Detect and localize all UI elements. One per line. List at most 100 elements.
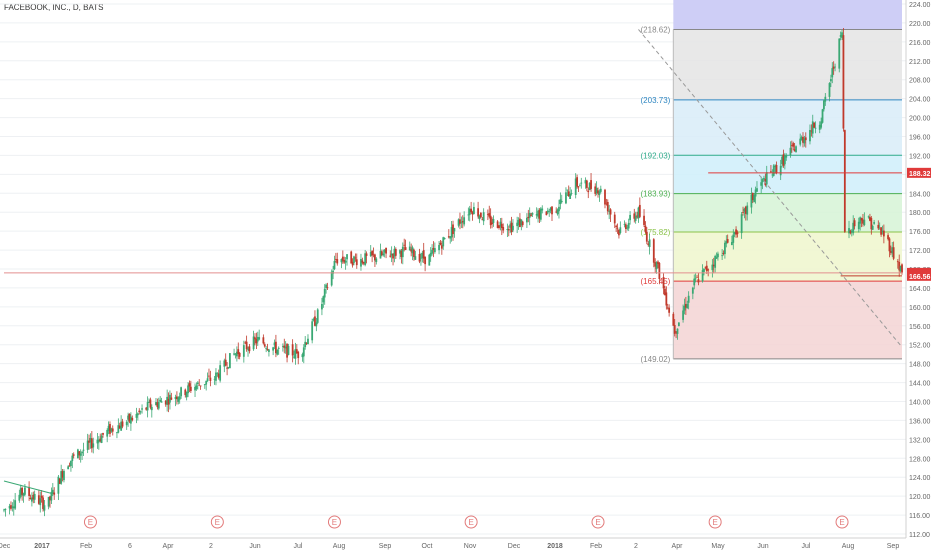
candle-body [756, 188, 758, 192]
candle-body [360, 259, 362, 267]
x-tick-label: Aug [842, 543, 855, 550]
candle-body [800, 137, 803, 141]
fib-zone [673, 99, 902, 156]
candle-body [599, 188, 602, 192]
candle-body [473, 206, 475, 214]
candle-body [315, 322, 318, 327]
candle-body [146, 402, 149, 411]
candle-body [634, 215, 637, 221]
candle-body [665, 292, 668, 306]
candle-body [460, 222, 463, 224]
candle-body [304, 341, 307, 348]
candle-body [482, 212, 485, 222]
candle-body [14, 500, 17, 509]
candle-body [843, 130, 846, 232]
candle-body [389, 255, 392, 257]
earnings-marker [708, 515, 722, 529]
candle-body [196, 382, 199, 384]
candle-body [772, 165, 775, 176]
candle-body [548, 211, 551, 213]
candle-body [824, 96, 827, 102]
candle-body [61, 471, 64, 478]
candle-body [413, 249, 415, 258]
candle-body [431, 249, 433, 254]
x-tick-label: Dec [508, 543, 521, 550]
candle-body [428, 254, 431, 266]
candle-body [500, 223, 503, 228]
candle-body [138, 410, 141, 412]
candle-body [813, 122, 816, 128]
candle-body [498, 225, 500, 229]
candle-body [160, 401, 163, 403]
candle-body [888, 238, 891, 252]
candle-body [742, 212, 744, 213]
candle-body [704, 266, 707, 268]
candle-body [859, 217, 862, 224]
candle-body [170, 397, 173, 400]
candle-body [120, 421, 123, 431]
candle-body [149, 399, 152, 408]
candle-body [520, 219, 523, 226]
candle-body [164, 400, 167, 405]
candle-body [615, 225, 618, 227]
x-tick-label: 2018 [547, 543, 563, 550]
candle-body [228, 353, 231, 369]
candle-body [418, 253, 421, 262]
candle-body [178, 396, 181, 400]
candle-body [733, 232, 736, 235]
candle-body [79, 453, 82, 456]
candle-body [899, 265, 902, 272]
earnings-marker-label: E [215, 518, 220, 527]
candle-body [148, 401, 150, 403]
candle-body [18, 494, 21, 501]
candle-body [375, 258, 378, 263]
y-tick-label: 208.00 [909, 78, 931, 85]
candle-body [697, 279, 700, 283]
candle-body [424, 256, 427, 265]
candle-body [714, 255, 717, 268]
candle-body [754, 189, 757, 197]
candle-body [410, 249, 413, 252]
candle-body [736, 232, 739, 235]
candle-body [687, 295, 690, 303]
candle-body [326, 287, 329, 289]
candle-body [740, 214, 743, 234]
candle-body [880, 227, 882, 235]
candle-body [782, 154, 785, 166]
candle-body [49, 496, 51, 501]
y-tick-label: 180.00 [909, 210, 931, 217]
candle-body [312, 319, 315, 321]
candle-body [507, 229, 510, 231]
fib-level-label: (218.62) [641, 25, 671, 34]
candle-body [668, 307, 671, 313]
candle-body [486, 213, 489, 215]
candle-body [110, 428, 113, 432]
candle-body [489, 215, 492, 226]
candle-body [775, 165, 778, 173]
candle-body [333, 260, 336, 270]
candle-body [111, 428, 114, 432]
candle-body [340, 259, 343, 263]
candle-body [467, 214, 470, 216]
candle-body [336, 259, 339, 264]
candle-body [29, 498, 32, 499]
candle-body [871, 225, 874, 230]
candle-body [37, 495, 40, 504]
candle-body [21, 487, 24, 495]
candle-body [616, 227, 619, 229]
candle-body [828, 83, 831, 97]
candle-body [361, 260, 364, 263]
candle-body [676, 328, 679, 334]
y-tick-label: 156.00 [909, 324, 931, 331]
earnings-marker-label: E [595, 518, 600, 527]
candle-body [400, 250, 403, 258]
candle-body [203, 384, 206, 386]
candle-body [209, 377, 212, 382]
candle-body [452, 224, 454, 235]
candle-body [276, 349, 279, 355]
candle-body [198, 384, 201, 386]
candle-body [141, 408, 143, 410]
candle-body [789, 147, 792, 156]
candle-body [97, 439, 100, 443]
